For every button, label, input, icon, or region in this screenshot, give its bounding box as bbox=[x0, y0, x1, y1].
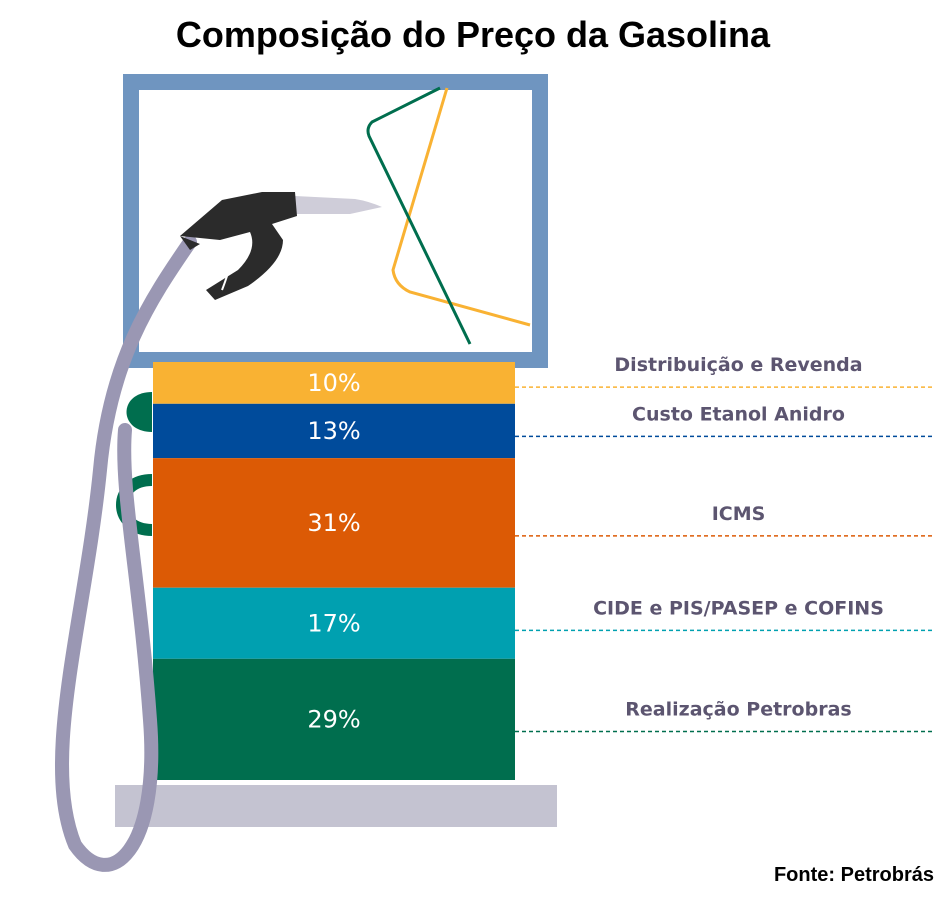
segment-label: Realização Petrobras bbox=[625, 699, 851, 721]
bar-segment bbox=[153, 362, 515, 404]
segment-label: Distribuição e Revenda bbox=[614, 354, 862, 376]
segment-label: Custo Etanol Anidro bbox=[632, 403, 845, 425]
bar-value-label: 10% bbox=[307, 369, 360, 397]
chart-title: Composição do Preço da Gasolina bbox=[175, 14, 771, 55]
stacked-bar-group: 10% Distribuição e Revenda 13% Custo Etanol… bbox=[153, 354, 932, 780]
bar-value-label: 13% bbox=[307, 417, 360, 445]
pump-screen bbox=[123, 74, 548, 368]
bar-segment bbox=[153, 658, 515, 780]
bar-value-label: 17% bbox=[307, 609, 360, 637]
fuel-hose-icon bbox=[55, 235, 197, 872]
fuel-nozzle-icon bbox=[180, 192, 382, 300]
bar-segment bbox=[153, 403, 515, 459]
segment-label: ICMS bbox=[712, 503, 766, 525]
segment-label: CIDE e PIS/PASEP e COFINS bbox=[593, 597, 884, 619]
bar-value-label: 29% bbox=[307, 705, 360, 733]
bar-segment bbox=[153, 587, 515, 659]
source-note: Fonte: Petrobrás bbox=[773, 864, 934, 886]
bar-value-label: 31% bbox=[307, 509, 360, 537]
pump-base bbox=[115, 785, 557, 827]
bar-segment bbox=[153, 458, 515, 588]
